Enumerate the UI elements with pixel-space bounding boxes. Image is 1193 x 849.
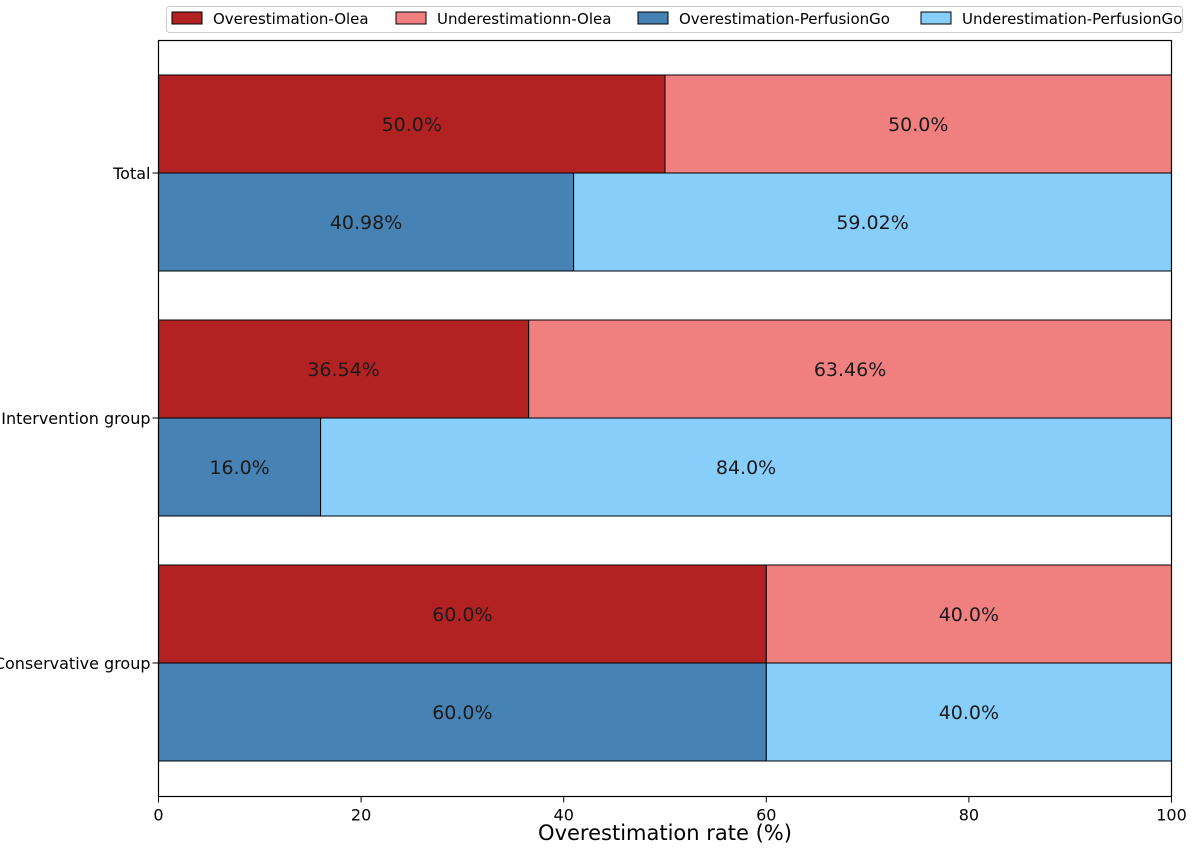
data-label-overestimation-olea-conservative-group: 60.0% [432,604,492,626]
x-tick-label: 20 [351,806,371,825]
legend-label-overestimation-olea: Overestimation-Olea [213,10,369,28]
data-label-underestimation-perfusiongo-intervention-group: 84.0% [716,457,776,479]
legend-swatch-underestimationn-olea [395,11,427,25]
legend-label-underestimationn-olea: Underestimationn-Olea [437,10,611,28]
data-label-underestimationn-olea-conservative-group: 40.0% [939,604,999,626]
bar-overestimation-olea-intervention-group [158,319,530,419]
bar-overestimation-perfusiongo-total [158,172,575,272]
bar-underestimationn-olea-intervention-group [528,319,1172,419]
bar-underestimationn-olea-conservative-group [765,564,1172,664]
legend-swatch-underestimation-perfusiongo [920,11,952,25]
data-label-underestimationn-olea-total: 50.0% [888,114,948,136]
y-tick-label-total: Total [112,164,150,183]
legend-label-overestimation-perfusiongo: Overestimation-PerfusionGo [679,10,890,28]
bar-underestimation-perfusiongo-total [573,172,1172,272]
y-tick-label-intervention-group: Intervention group [1,409,150,428]
bar-underestimation-perfusiongo-conservative-group [765,662,1172,762]
data-label-overestimation-perfusiongo-intervention-group: 16.0% [209,457,269,479]
data-label-underestimation-perfusiongo-total: 59.02% [836,212,908,234]
axes-layer: 0 20 40 60 80 100 Total Intervention group Conse… [0,164,1187,825]
legend-swatch-overestimation-olea [171,11,203,25]
bar-overestimation-perfusiongo-intervention-group [158,417,322,517]
x-tick-label: 80 [959,806,979,825]
x-tick-label: 60 [756,806,776,825]
x-tick-label: 0 [153,806,163,825]
x-tick-label: 100 [1156,806,1187,825]
data-label-underestimationn-olea-intervention-group: 63.46% [814,359,886,381]
bar-overestimation-olea-total [158,74,666,174]
x-axis-title: Overestimation rate (%) [538,821,792,845]
y-tick-label-conservative-group: Conservative group [0,654,151,673]
data-label-underestimation-perfusiongo-conservative-group: 40.0% [939,702,999,724]
legend: Overestimation-Olea Underestimationn-Olea… [166,6,1183,33]
data-label-overestimation-perfusiongo-conservative-group: 60.0% [432,702,492,724]
data-label-overestimation-olea-total: 50.0% [382,114,442,136]
x-tick-label: 40 [554,806,574,825]
bar-underestimationn-olea-total [664,74,1172,174]
bars-layer: 50.0% 50.0% 40.98% 59.02% 36.54% 63.46% 16.0% 8… [158,74,1172,762]
legend-swatch-overestimation-perfusiongo [637,11,669,25]
data-label-overestimation-olea-intervention-group: 36.54% [307,359,379,381]
bar-underestimation-perfusiongo-intervention-group [320,417,1172,517]
legend-label-underestimation-perfusiongo: Underestimation-PerfusionGo [962,10,1182,28]
data-label-overestimation-perfusiongo-total: 40.98% [330,212,402,234]
